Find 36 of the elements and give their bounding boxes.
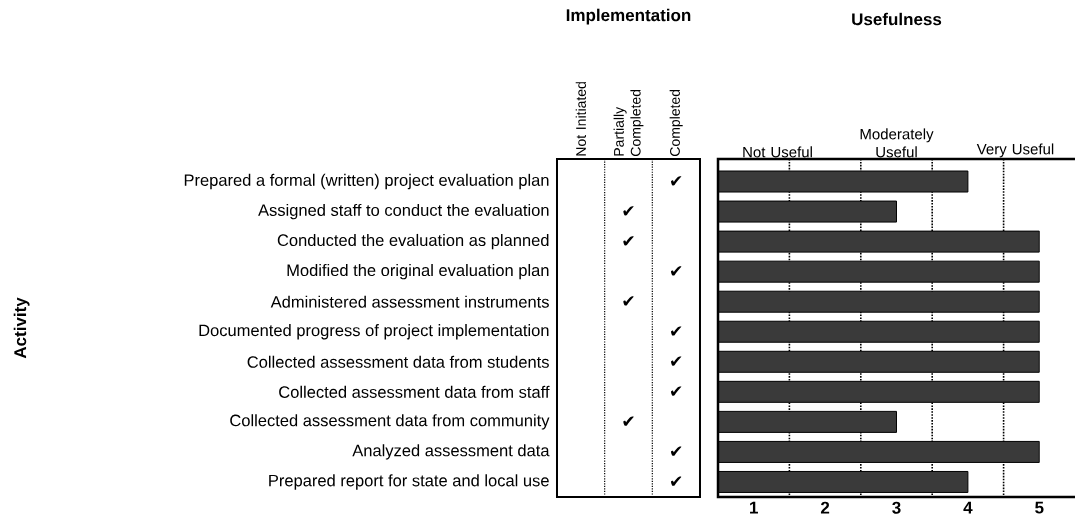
text: ✔ bbox=[623, 416, 634, 426]
category-label: Collected assessment data from staff bbox=[279, 385, 550, 398]
x-tick-label: 1 bbox=[750, 501, 758, 514]
category-label: Modified the original evaluation plan bbox=[287, 263, 549, 280]
text: Moderately Useful bbox=[860, 128, 934, 158]
text: ✔ bbox=[671, 266, 682, 276]
category-label: Documented progress of project implementation bbox=[199, 324, 549, 340]
category-label: Analyzed assessment data bbox=[352, 444, 550, 460]
category-label: Completed bbox=[669, 89, 683, 156]
text: ✔ bbox=[671, 356, 682, 366]
text: ✔ bbox=[671, 446, 682, 456]
text: ✔ bbox=[671, 326, 682, 336]
chart-title: Usefulness bbox=[852, 12, 942, 26]
category-label: Prepared a formal (written) project evaluation plan bbox=[184, 173, 549, 190]
text: Activity bbox=[13, 297, 30, 359]
x-tick-label: 3 bbox=[892, 501, 901, 514]
text: ✔ bbox=[671, 176, 682, 186]
text: Not Useful bbox=[743, 146, 812, 158]
text: ✔ bbox=[671, 476, 682, 486]
category-label: Collected assessment data from community bbox=[230, 414, 550, 430]
text: ✔ bbox=[623, 206, 634, 216]
x-tick-label: 5 bbox=[1035, 501, 1044, 514]
text: Very Useful bbox=[976, 143, 1054, 158]
category-label: Not Initiated bbox=[575, 82, 586, 156]
x-tick-label: 4 bbox=[963, 501, 973, 514]
category-label: Administered assessment instruments bbox=[270, 295, 549, 308]
category-label: Conducted the evaluation as planned bbox=[277, 233, 549, 250]
category-label: Partially Completed bbox=[613, 89, 644, 156]
text: Implementation bbox=[566, 8, 691, 25]
text: ✔ bbox=[671, 386, 682, 396]
category-label: Prepared report for state and local use bbox=[269, 474, 549, 490]
text: ✔ bbox=[623, 296, 634, 306]
x-tick-label: 2 bbox=[820, 501, 830, 514]
category-label: Assigned staff to conduct the evaluation bbox=[258, 203, 549, 220]
text: ✔ bbox=[623, 236, 634, 246]
category-label: Collected assessment data from students bbox=[247, 355, 549, 368]
